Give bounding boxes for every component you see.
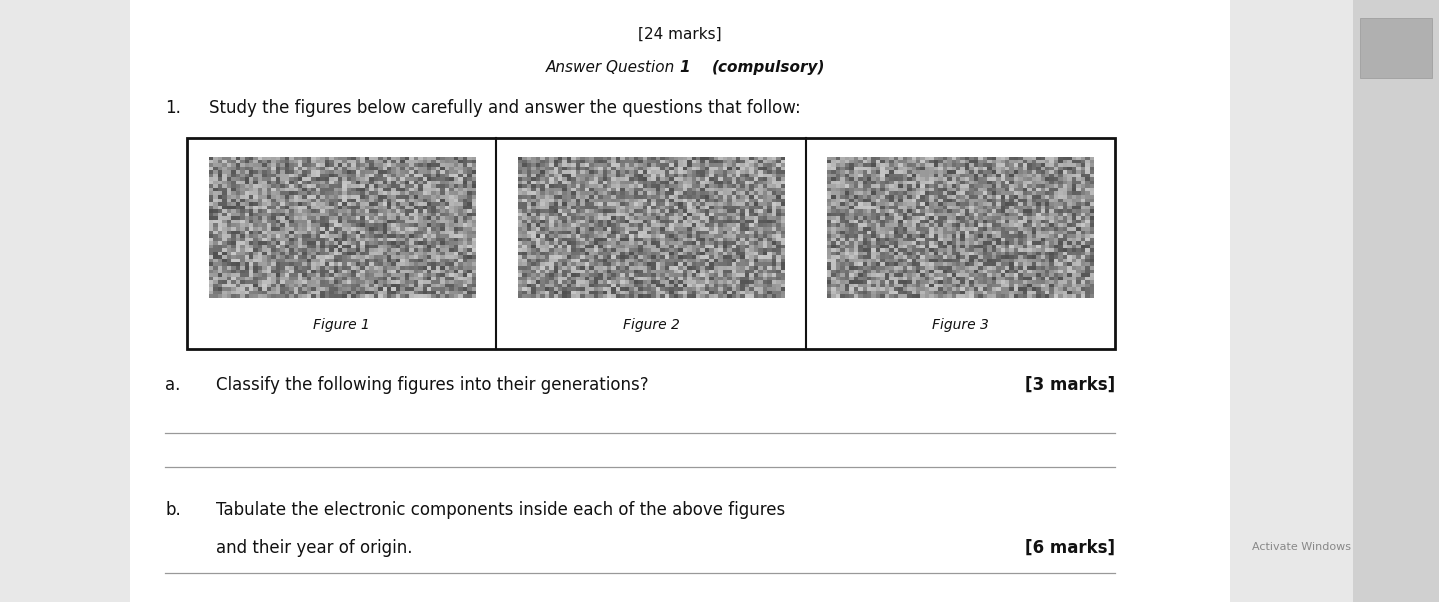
Text: Classify the following figures into their generations?: Classify the following figures into thei… [216, 376, 649, 394]
Text: Activate Windows: Activate Windows [1252, 542, 1351, 552]
Bar [1360, 18, 1432, 78]
Text: Figure 3: Figure 3 [932, 318, 989, 332]
Text: Answer Question: Answer Question [545, 60, 679, 75]
Text: [3 marks]: [3 marks] [1025, 376, 1115, 394]
Text: Figure 1: Figure 1 [314, 318, 370, 332]
Text: Tabulate the electronic components inside each of the above figures: Tabulate the electronic components insid… [216, 501, 786, 519]
Text: [24 marks]: [24 marks] [637, 27, 722, 42]
Text: 1: 1 [679, 60, 696, 75]
Text: Figure 2: Figure 2 [623, 318, 679, 332]
Text: and their year of origin.: and their year of origin. [216, 539, 413, 557]
Text: 1.: 1. [165, 99, 181, 117]
Text: [6 marks]: [6 marks] [1025, 539, 1115, 557]
Text: Study the figures below carefully and answer the questions that follow:: Study the figures below carefully and an… [209, 99, 800, 117]
Text: b.: b. [165, 501, 181, 519]
Text: (compulsory): (compulsory) [711, 60, 825, 75]
Bar [1353, 0, 1439, 602]
Text: a.: a. [165, 376, 181, 394]
Bar [187, 138, 1115, 349]
Bar [130, 0, 1230, 602]
